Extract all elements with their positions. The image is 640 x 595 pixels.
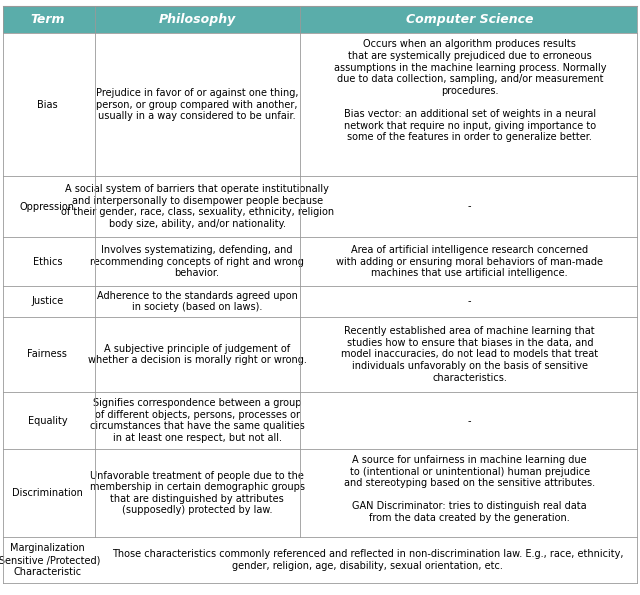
Text: -: - [468, 202, 472, 212]
Bar [3, 6, 637, 33]
Text: Justice: Justice [31, 296, 63, 306]
Text: Unfavorable treatment of people due to the
membership in certain demographic gro: Unfavorable treatment of people due to t… [90, 471, 305, 515]
Text: -: - [468, 415, 472, 425]
Bar [3, 176, 637, 237]
Text: A social system of barriers that operate institutionally
and interpersonally to : A social system of barriers that operate… [61, 184, 333, 229]
Text: A subjective principle of judgement of
whether a decision is morally right or wr: A subjective principle of judgement of w… [88, 343, 307, 365]
Text: Involves systematizing, defending, and
recommending concepts of right and wrong
: Involves systematizing, defending, and r… [90, 245, 304, 278]
Bar [3, 286, 637, 317]
Text: Recently established area of machine learning that
studies how to ensure that bi: Recently established area of machine lea… [341, 326, 598, 383]
Text: Term: Term [30, 13, 65, 26]
Bar [3, 33, 637, 176]
Text: Oppression: Oppression [20, 202, 75, 212]
Text: Computer Science: Computer Science [406, 13, 534, 26]
Bar [3, 237, 637, 286]
Text: Marginalization
(Sensitive /Protected)
Characteristic: Marginalization (Sensitive /Protected) C… [0, 543, 100, 577]
Text: Adherence to the standards agreed upon
in society (based on laws).: Adherence to the standards agreed upon i… [97, 290, 298, 312]
Text: Ethics: Ethics [33, 256, 62, 267]
Text: Prejudice in favor of or against one thing,
person, or group compared with anoth: Prejudice in favor of or against one thi… [96, 88, 298, 121]
Bar [3, 392, 637, 449]
Text: Fairness: Fairness [28, 349, 67, 359]
Text: Those characteristics commonly referenced and reflected in non-discrimination la: Those characteristics commonly reference… [111, 549, 623, 571]
Text: Signifies correspondence between a group
of different objects, persons, processe: Signifies correspondence between a group… [90, 398, 305, 443]
Text: -: - [468, 296, 472, 306]
Text: Area of artificial intelligence research concerned
with adding or ensuring moral: Area of artificial intelligence research… [336, 245, 604, 278]
Text: Bias: Bias [37, 100, 58, 110]
Text: Occurs when an algorithm produces results
that are systemically prejudiced due t: Occurs when an algorithm produces result… [333, 39, 606, 142]
Text: A source for unfairness in machine learning due
to (intentional or unintentional: A source for unfairness in machine learn… [344, 455, 595, 523]
Bar [3, 537, 637, 583]
Text: Philosophy: Philosophy [159, 13, 236, 26]
Text: Discrimination: Discrimination [12, 488, 83, 498]
Bar [3, 317, 637, 392]
Text: Equality: Equality [28, 415, 67, 425]
Bar [3, 449, 637, 537]
